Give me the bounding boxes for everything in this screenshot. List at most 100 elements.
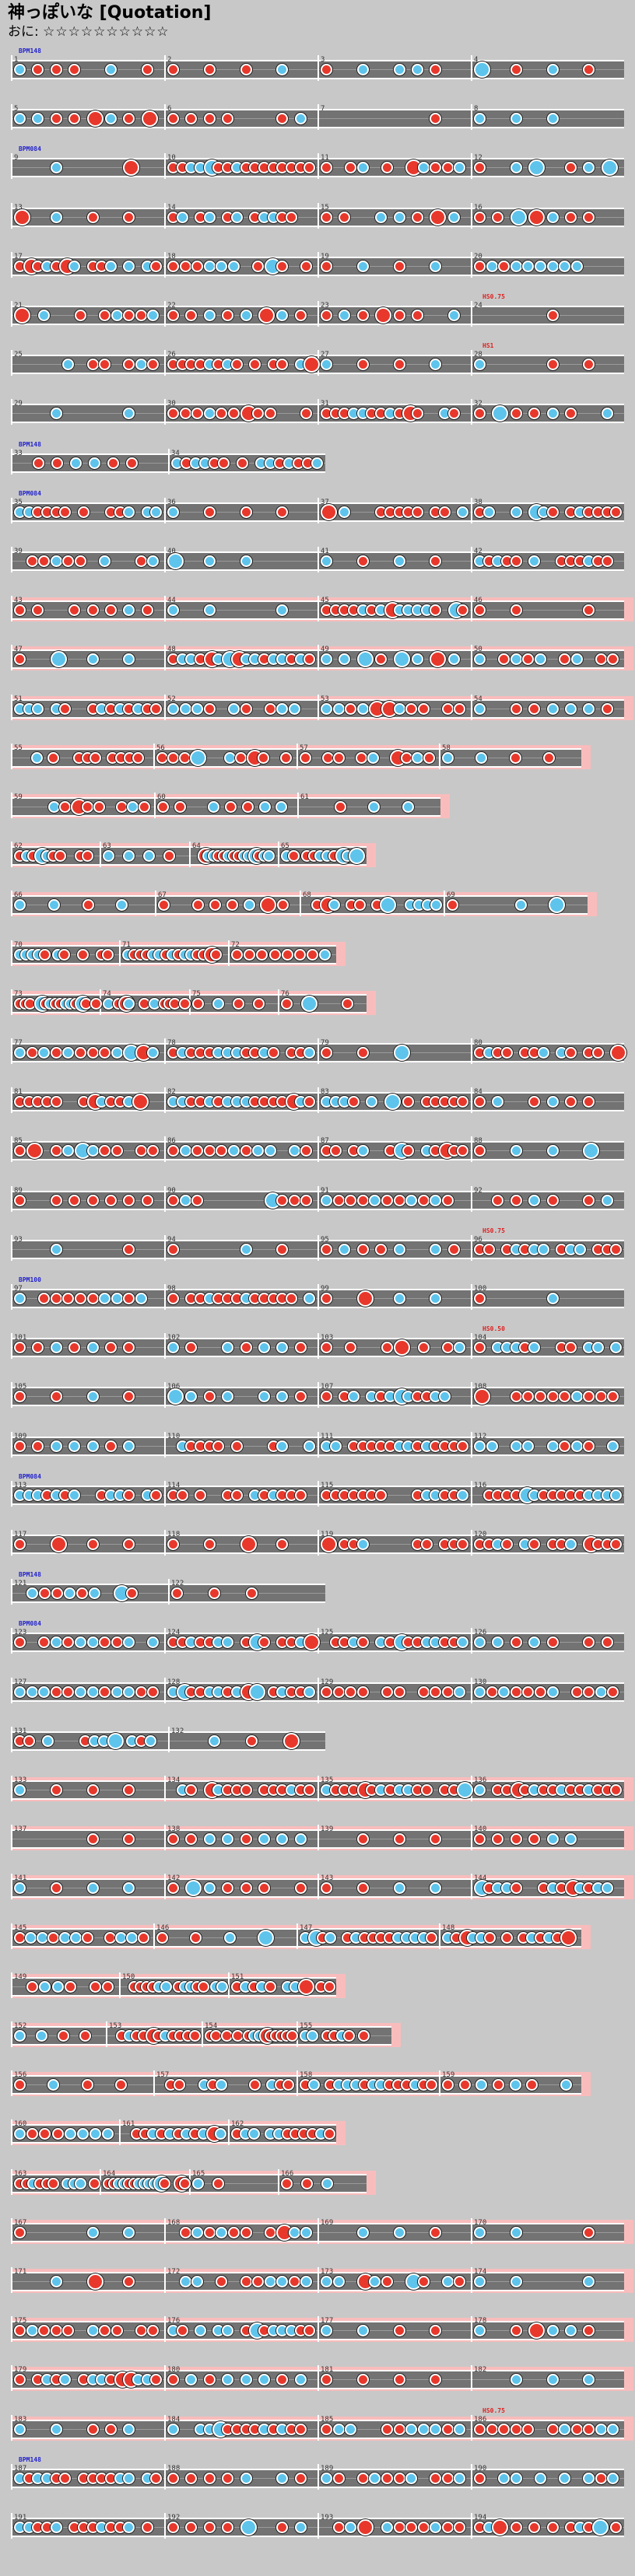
measure-number: 45 [321, 597, 329, 605]
don-note [222, 310, 234, 321]
ka-note [474, 653, 486, 666]
don-note [260, 897, 277, 914]
ka-note [474, 2276, 486, 2287]
don-note [441, 2522, 454, 2533]
don-note [300, 260, 313, 272]
measure-number: 104 [474, 1334, 487, 1342]
measure-number: 25 [14, 351, 23, 359]
don-note [59, 702, 72, 715]
don-note [393, 1339, 410, 1356]
don-note [321, 162, 332, 174]
measure-number: 185 [321, 2415, 334, 2424]
measure-line [471, 1284, 472, 1310]
don-note [285, 1293, 297, 1304]
measure-number: 138 [167, 1825, 181, 1834]
song-header: 神っぽいな [Quotation] おに: ☆☆☆☆☆☆☆☆☆☆ [8, 3, 211, 40]
don-note [595, 653, 607, 666]
measure-line [189, 842, 191, 868]
don-note [99, 1685, 111, 1698]
ka-note [240, 2374, 252, 2386]
measure-line [11, 153, 12, 180]
ka-note [294, 2374, 307, 2386]
don-note [231, 948, 243, 961]
ka-note [276, 604, 289, 617]
ka-note [474, 61, 490, 78]
don-note [285, 211, 297, 223]
chart-row: 66 67 68 69 [11, 885, 597, 917]
ka-note [447, 653, 460, 666]
don-note [546, 2522, 559, 2533]
don-note [546, 1391, 559, 1403]
ka-note [509, 2079, 521, 2091]
don-note [107, 457, 119, 469]
ka-note [104, 260, 117, 272]
ka-note [430, 359, 442, 371]
measure-line [119, 1972, 121, 1998]
don-note [156, 751, 168, 764]
measure-line [318, 1677, 319, 1703]
measure-number: 101 [14, 1334, 27, 1342]
measure-number: 39 [14, 548, 23, 555]
ka-note [393, 1045, 410, 1061]
ka-note [227, 702, 240, 715]
measure-number: 115 [321, 1481, 334, 1489]
don-note [583, 604, 595, 617]
ka-note [303, 1685, 316, 1698]
measure-number: 123 [14, 1629, 27, 1637]
chart-row: 133 134 135 136 [11, 1770, 633, 1801]
ka-note [570, 653, 583, 666]
ka-note [411, 64, 423, 75]
measure-number: 84 [474, 1088, 482, 1097]
measure-number: 75 [192, 989, 201, 998]
don-note [474, 1293, 486, 1304]
don-note [32, 64, 44, 75]
don-note [240, 1784, 252, 1796]
ka-note [546, 408, 559, 420]
don-note [356, 1194, 369, 1206]
measure-line [11, 1677, 12, 1703]
don-note [232, 2030, 244, 2042]
measure-number: 169 [321, 2218, 334, 2227]
ka-note [430, 260, 442, 272]
measure-number: 118 [167, 1531, 181, 1538]
measure-line [11, 645, 12, 671]
measure-line [318, 645, 319, 671]
measure-line [11, 301, 12, 327]
ka-note [123, 2472, 135, 2484]
don-note [417, 702, 430, 715]
ka-note [482, 506, 495, 518]
don-note [474, 260, 486, 272]
don-note [356, 2519, 374, 2536]
don-note [81, 1931, 93, 1944]
measure-number: 35 [14, 498, 23, 506]
ka-note [583, 162, 595, 174]
don-note [86, 1293, 99, 1304]
measure-line [11, 1874, 12, 1900]
ka-note [276, 2472, 289, 2484]
don-note [86, 604, 99, 617]
bpm-change-label: BPM084 [19, 489, 41, 497]
don-note [167, 1538, 179, 1550]
ka-note [203, 604, 216, 617]
ka-note [474, 702, 486, 715]
don-note [86, 1194, 99, 1206]
don-note [522, 1685, 535, 1698]
measure-number: 182 [474, 2366, 487, 2375]
don-note [300, 408, 313, 420]
don-note [68, 113, 81, 125]
measure-line [318, 2463, 319, 2490]
measure-line [471, 2414, 472, 2441]
measure-number: 135 [321, 1776, 334, 1784]
ka-note [123, 408, 135, 420]
measure-number: 107 [321, 1383, 334, 1391]
ka-note [492, 405, 509, 422]
don-note [447, 1243, 460, 1255]
measure-line [164, 350, 166, 376]
measure-number: 129 [321, 1678, 334, 1686]
measure-number: 164 [103, 2169, 116, 2178]
measure-number: 99 [321, 1285, 329, 1293]
don-note [375, 1489, 388, 1501]
don-note [393, 1685, 405, 1698]
ka-note [32, 113, 44, 125]
